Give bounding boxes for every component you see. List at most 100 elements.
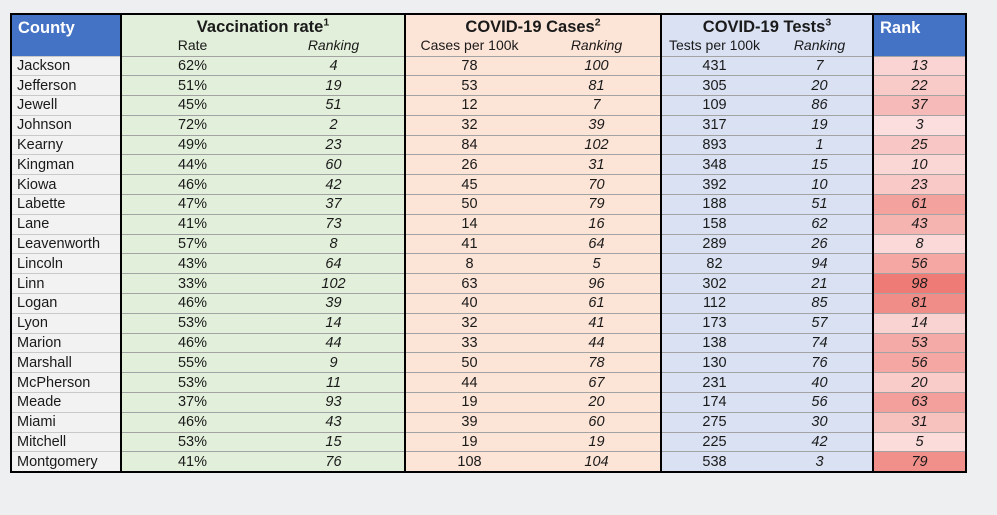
tests-per-100k-column-subheader: Tests per 100k bbox=[660, 37, 767, 56]
tests-per-100k-cell: 174 bbox=[660, 392, 767, 413]
rate-column-subheader: Rate bbox=[120, 37, 263, 56]
rank-cell: 14 bbox=[872, 312, 966, 334]
vaccination-rate-cell: 53% bbox=[120, 312, 263, 334]
vaccination-ranking-cell: 39 bbox=[263, 293, 405, 314]
rank-cell: 56 bbox=[872, 352, 966, 373]
vaccination-ranking-cell: 73 bbox=[263, 213, 405, 235]
rank-cell: 25 bbox=[872, 134, 966, 155]
vaccination-ranking-cell: 19 bbox=[263, 75, 405, 96]
cases-per-100k-cell: 19 bbox=[404, 392, 533, 413]
tests-ranking-cell: 62 bbox=[767, 213, 873, 235]
tests-per-100k-cell: 275 bbox=[660, 411, 767, 433]
rank-cell: 23 bbox=[872, 174, 966, 195]
cases-per-100k-cell: 39 bbox=[404, 411, 533, 433]
county-cell: Miami bbox=[11, 411, 121, 433]
table-row: Jackson 62% 4 78 100 431 7 13 bbox=[11, 55, 966, 76]
cases-per-100k-cell: 19 bbox=[404, 431, 533, 452]
main-header-row: County Vaccination rate1 COVID-19 Cases2… bbox=[11, 14, 966, 56]
tests-ranking-cell: 19 bbox=[767, 114, 873, 136]
vaccination-ranking-cell: 9 bbox=[263, 352, 405, 373]
cases-ranking-cell: 81 bbox=[533, 75, 661, 96]
tests-ranking-cell: 74 bbox=[767, 332, 873, 353]
cases-ranking-cell: 64 bbox=[533, 233, 661, 254]
cases-ranking-cell: 96 bbox=[533, 273, 661, 294]
tests-ranking-cell: 10 bbox=[767, 174, 873, 195]
cases-ranking-cell: 31 bbox=[533, 154, 661, 175]
vaccination-ranking-cell: 51 bbox=[263, 95, 405, 116]
rank-cell: 53 bbox=[872, 332, 966, 353]
county-cell: Labette bbox=[11, 194, 121, 215]
vaccination-rate-cell: 41% bbox=[120, 451, 263, 472]
cases-ranking-cell: 5 bbox=[533, 253, 661, 274]
vaccination-ranking-cell: 102 bbox=[263, 273, 405, 294]
cases-per-100k-cell: 50 bbox=[404, 352, 533, 373]
vaccination-rate-cell: 51% bbox=[120, 75, 263, 96]
table-row: Leavenworth 57% 8 41 64 289 26 8 bbox=[11, 233, 966, 254]
tests-ranking-cell: 76 bbox=[767, 352, 873, 373]
vaccination-rate-cell: 47% bbox=[120, 194, 263, 215]
tests-ranking-cell: 56 bbox=[767, 392, 873, 413]
county-cell: Linn bbox=[11, 273, 121, 294]
cases-ranking-cell: 39 bbox=[533, 114, 661, 136]
tests-ranking-cell: 15 bbox=[767, 154, 873, 175]
tests-ranking-cell: 21 bbox=[767, 273, 873, 294]
tests-per-100k-cell: 302 bbox=[660, 273, 767, 294]
vaccination-rate-cell: 53% bbox=[120, 431, 263, 452]
table-row: Jefferson 51% 19 53 81 305 20 22 bbox=[11, 75, 966, 96]
vaccination-ranking-cell: 23 bbox=[263, 134, 405, 155]
tests-per-100k-cell: 109 bbox=[660, 95, 767, 116]
vaccination-rate-group-title: Vaccination rate bbox=[196, 18, 324, 36]
tests-ranking-cell: 3 bbox=[767, 451, 873, 472]
table-row: Marion 46% 44 33 44 138 74 53 bbox=[11, 332, 966, 353]
vaccination-rate-cell: 44% bbox=[120, 154, 263, 175]
county-cell: Johnson bbox=[11, 114, 121, 136]
tests-per-100k-cell: 893 bbox=[660, 134, 767, 155]
vaccination-rate-cell: 37% bbox=[120, 392, 263, 413]
tests-per-100k-cell: 348 bbox=[660, 154, 767, 175]
cases-per-100k-cell: 32 bbox=[404, 114, 533, 136]
cases-ranking-cell: 7 bbox=[533, 95, 661, 116]
table-row: Logan 46% 39 40 61 112 85 81 bbox=[11, 293, 966, 314]
vaccination-rate-cell: 45% bbox=[120, 95, 263, 116]
cases-ranking-cell: 102 bbox=[533, 134, 661, 155]
table-body: Jackson 62% 4 78 100 431 7 13 Jefferson 51% 19 53 81… bbox=[11, 55, 966, 472]
vaccination-rate-cell: 55% bbox=[120, 352, 263, 373]
tests-per-100k-cell: 112 bbox=[660, 293, 767, 314]
cases-per-100k-cell: 33 bbox=[404, 332, 533, 353]
tests-per-100k-cell: 231 bbox=[660, 372, 767, 393]
vaccination-ranking-cell: 8 bbox=[263, 233, 405, 254]
county-cell: Marion bbox=[11, 332, 121, 353]
cases-ranking-cell: 67 bbox=[533, 372, 661, 393]
rank-cell: 37 bbox=[872, 95, 966, 116]
tests-ranking-cell: 40 bbox=[767, 372, 873, 393]
tests-per-100k-cell: 158 bbox=[660, 213, 767, 235]
table-row: McPherson 53% 11 44 67 231 40 20 bbox=[11, 372, 966, 393]
county-column-header: County bbox=[11, 14, 121, 56]
rank-cell: 79 bbox=[872, 451, 966, 472]
vaccination-rate-cell: 46% bbox=[120, 332, 263, 353]
rank-cell: 13 bbox=[872, 55, 966, 76]
cases-per-100k-cell: 41 bbox=[404, 233, 533, 254]
sub-header-row: Rate Ranking Cases per 100k Ranking Test… bbox=[11, 37, 966, 56]
table-row: Montgomery 41% 76 108 104 538 3 79 bbox=[11, 451, 966, 472]
table-row: Kiowa 46% 42 45 70 392 10 23 bbox=[11, 174, 966, 195]
cases-ranking-cell: 41 bbox=[533, 312, 661, 334]
county-cell: Jewell bbox=[11, 95, 121, 116]
cases-ranking-cell: 79 bbox=[533, 194, 661, 215]
vaccination-ranking-cell: 11 bbox=[263, 372, 405, 393]
tests-ranking-cell: 86 bbox=[767, 95, 873, 116]
vaccination-ranking-cell: 44 bbox=[263, 332, 405, 353]
county-cell: Kingman bbox=[11, 154, 121, 175]
county-cell: Marshall bbox=[11, 352, 121, 373]
vaccination-rate-footnote-marker: 1 bbox=[323, 16, 330, 29]
cases-per-100k-cell: 50 bbox=[404, 194, 533, 215]
county-data-table: County Vaccination rate1 COVID-19 Cases2… bbox=[10, 13, 967, 473]
vaccination-rate-cell: 46% bbox=[120, 174, 263, 195]
table-row: Jewell 45% 51 12 7 109 86 37 bbox=[11, 95, 966, 116]
county-cell: Montgomery bbox=[11, 451, 121, 472]
county-cell: McPherson bbox=[11, 372, 121, 393]
vaccination-ranking-cell: 4 bbox=[263, 55, 405, 76]
cases-ranking-cell: 78 bbox=[533, 352, 661, 373]
cases-ranking-cell: 20 bbox=[533, 392, 661, 413]
vaccination-rate-cell: 43% bbox=[120, 253, 263, 274]
